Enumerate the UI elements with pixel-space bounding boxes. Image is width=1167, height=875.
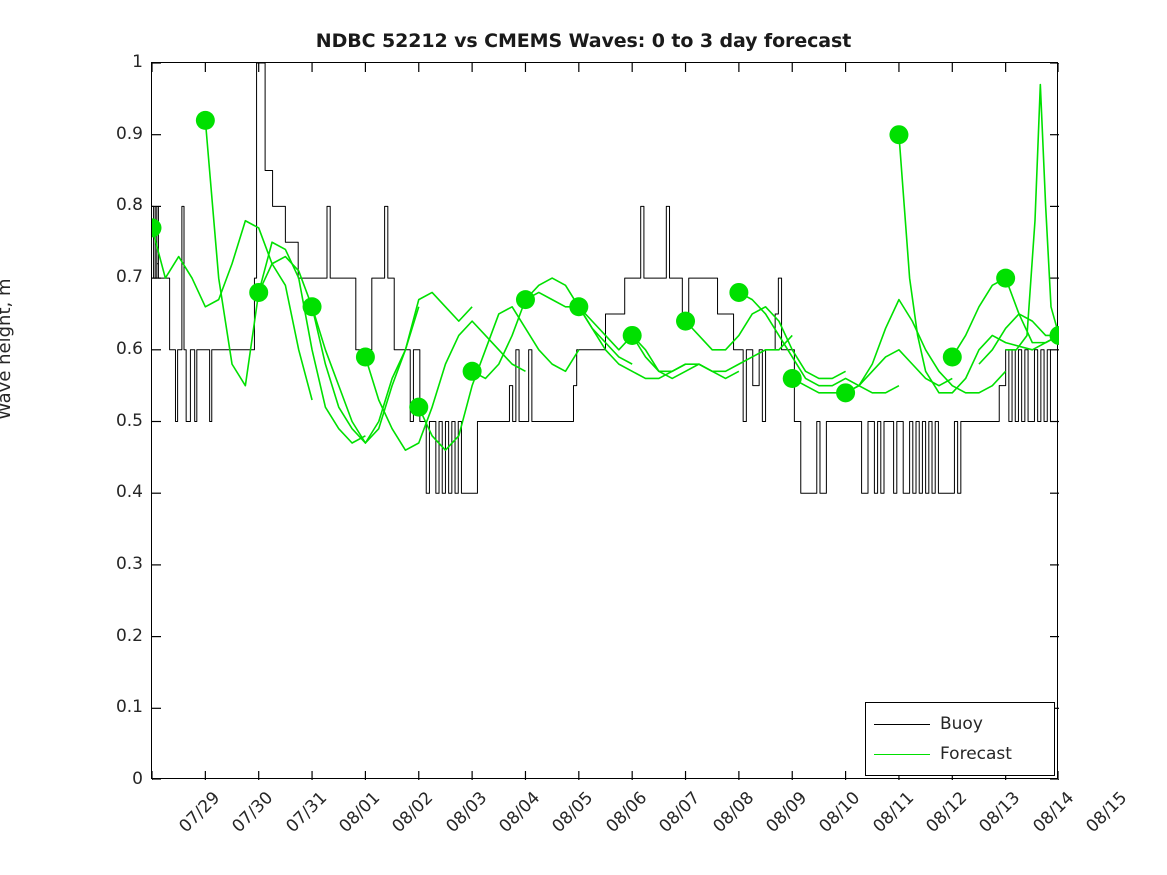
series-line-forecast-run-1 <box>152 219 313 401</box>
series-line-forecast-run-13 <box>791 349 953 394</box>
forecast-start-marker <box>1049 325 1059 345</box>
x-tick-label: 08/01 <box>335 788 385 837</box>
forecast-start-marker <box>622 325 642 345</box>
forecast-start-marker <box>569 297 589 317</box>
x-tick-label: 08/04 <box>495 788 545 837</box>
x-tick-label: 08/08 <box>708 788 758 837</box>
forecast-start-marker <box>836 383 856 403</box>
x-tick-label: 08/10 <box>815 788 865 837</box>
x-tick-label: 08/11 <box>868 788 918 837</box>
y-tick-label: 0.4 <box>115 482 143 503</box>
series-line-forecast-run-15 <box>898 134 1059 394</box>
series-line-forecast-run-18 <box>1005 83 1059 351</box>
y-tick-label: 0.5 <box>115 410 143 431</box>
plot-area: Buoy Forecast <box>151 62 1059 780</box>
forecast-start-marker <box>729 282 749 302</box>
forecast-start-marker <box>409 397 429 417</box>
legend-swatch-forecast <box>874 753 930 755</box>
x-tick-label: 08/05 <box>548 788 598 837</box>
series-line-forecast-run-10 <box>631 334 793 373</box>
series-line-forecast-run-9 <box>578 306 740 380</box>
x-tick-label: 08/02 <box>388 788 438 837</box>
series-line-forecast-run-3 <box>257 255 420 444</box>
forecast-start-marker <box>462 361 482 381</box>
forecast-start-marker <box>302 297 322 317</box>
legend-item-forecast[interactable]: Forecast <box>874 739 1046 769</box>
forecast-start-marker <box>782 368 802 388</box>
series-line-forecast-run-17 <box>978 313 1059 365</box>
y-axis-label: Wave height, m <box>0 279 15 420</box>
forecast-start-marker <box>195 110 215 130</box>
y-tick-label: 0.9 <box>115 123 143 144</box>
series-line-forecast-run-5 <box>364 320 526 451</box>
x-tick-label: 08/13 <box>975 788 1025 837</box>
forecast-start-markers <box>152 110 1059 417</box>
forecast-start-marker <box>996 268 1016 288</box>
x-tick-label: 07/29 <box>175 788 225 837</box>
x-tick-label: 08/12 <box>922 788 972 837</box>
legend-label-forecast: Forecast <box>940 743 1012 764</box>
x-tick-label: 08/07 <box>655 788 705 837</box>
forecast-start-marker <box>889 125 909 145</box>
y-tick-label: 0.2 <box>115 625 143 646</box>
series-line-forecast-run-11 <box>684 305 846 380</box>
y-tick-label: 1 <box>132 52 143 72</box>
x-tick-label: 08/14 <box>1028 788 1078 837</box>
x-tick-label: 07/31 <box>282 788 331 837</box>
x-tick-label: 08/03 <box>442 788 491 837</box>
series-line-forecast-run-14 <box>845 298 1007 394</box>
y-tick-label: 0.3 <box>115 553 143 574</box>
forecast-start-marker <box>152 218 162 238</box>
x-tick-label: 08/06 <box>602 788 651 837</box>
plot-svg <box>152 63 1059 780</box>
forecast-start-marker <box>515 290 535 310</box>
legend[interactable]: Buoy Forecast <box>865 702 1055 776</box>
y-tick-label: 0 <box>132 769 143 789</box>
y-tick-label: 0.8 <box>115 195 143 216</box>
series-line-forecast-run-6 <box>418 305 580 451</box>
series-line-forecast-run-4 <box>311 291 473 444</box>
data-series-group <box>152 63 1059 494</box>
x-tick-label: 08/09 <box>762 788 812 837</box>
forecast-start-marker <box>942 347 962 367</box>
legend-label-buoy: Buoy <box>940 713 983 734</box>
series-line-forecast-run-12 <box>738 291 900 394</box>
legend-item-buoy[interactable]: Buoy <box>874 709 1046 739</box>
y-tick-label: 0.1 <box>115 697 143 718</box>
series-line-forecast-run-16 <box>951 277 1059 358</box>
legend-swatch-buoy <box>874 723 930 725</box>
x-tick-label: 08/15 <box>1082 788 1132 837</box>
forecast-start-marker <box>676 311 696 331</box>
forecast-start-marker <box>249 282 269 302</box>
series-line-forecast-run-7 <box>471 291 633 380</box>
series-line-forecast-run-2 <box>204 120 366 444</box>
series-line-forecast-run-8 <box>524 277 686 380</box>
x-tick-label: 07/30 <box>228 788 278 837</box>
y-tick-label: 0.7 <box>115 267 143 288</box>
series-line-buoy <box>152 63 1059 494</box>
page-title: NDBC 52212 vs CMEMS Waves: 0 to 3 day fo… <box>315 30 852 52</box>
forecast-start-marker <box>355 347 375 367</box>
y-tick-label: 0.6 <box>115 338 143 359</box>
